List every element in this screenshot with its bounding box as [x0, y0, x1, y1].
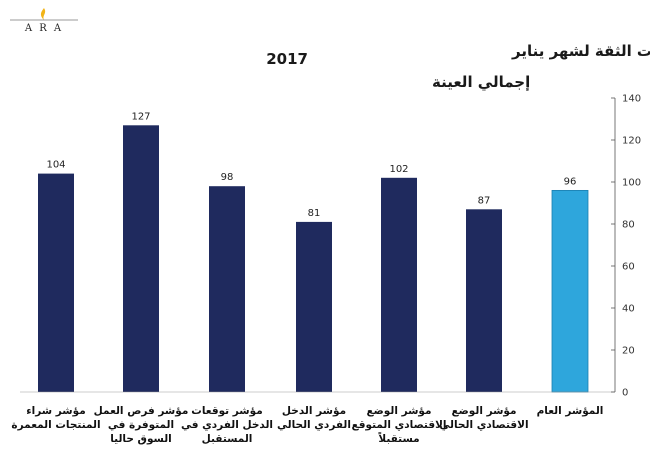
- ara-logo: A R A: [8, 6, 80, 34]
- chart-title-text: مؤشرات الثقة لشهر يناير: [511, 42, 650, 60]
- bar-value-label-1: 104: [46, 160, 65, 171]
- category-label-6: مؤشر الوضع الاقتصادي الحالي: [439, 405, 529, 431]
- y-axis: 0 20 40 60 80 100 120 140: [20, 94, 641, 399]
- bar-value-label-6: 87: [478, 195, 491, 206]
- bar-7: [551, 189, 589, 393]
- bar-1: [38, 173, 74, 392]
- bar-value-label-3: 98: [221, 172, 234, 183]
- y-tick-label: 100: [622, 178, 641, 189]
- y-tick-label: 80: [622, 220, 635, 231]
- bar-value-label-5: 102: [389, 164, 408, 175]
- y-tick-label: 20: [622, 346, 635, 357]
- bar-4: [296, 221, 332, 392]
- chart-subtitle: إجمالي العينة: [432, 73, 530, 91]
- bar-3: [209, 186, 245, 392]
- bar-value-label-7: 96: [564, 176, 577, 187]
- bar-value-label-2: 127: [131, 111, 150, 122]
- category-label-4: مؤشر الدخل الفردي الحالي: [277, 405, 351, 431]
- bars-group: 104 127 98 81 102 87 96: [38, 111, 589, 393]
- y-tick-label: 40: [622, 304, 635, 315]
- y-tick-label: 60: [622, 262, 635, 273]
- flame-logo-icon: [40, 8, 46, 20]
- logo-text: A R A: [24, 23, 63, 34]
- chart-title-year: 2017: [266, 50, 308, 68]
- category-label-3: مؤشر توقعات الدخل الفردي في المستقبل: [181, 405, 273, 445]
- category-label-2: مؤشر فرص العمل المتوفرة في السوق حاليا: [93, 405, 189, 445]
- category-label-1: مؤشر شراء المنتجات المعمرة: [11, 405, 101, 431]
- y-tick-label: 120: [622, 136, 641, 147]
- category-label-5: مؤشر الوضع الاقتصادي المتوقع مستقبلاً: [351, 405, 447, 445]
- y-tick-label: 0: [622, 388, 628, 399]
- bar-6: [466, 209, 502, 392]
- y-tick-label: 140: [622, 94, 641, 105]
- bar-5: [381, 177, 417, 392]
- category-label-7: المؤشر العام: [536, 405, 604, 417]
- bar-2: [123, 125, 159, 393]
- bar-value-label-4: 81: [308, 208, 321, 219]
